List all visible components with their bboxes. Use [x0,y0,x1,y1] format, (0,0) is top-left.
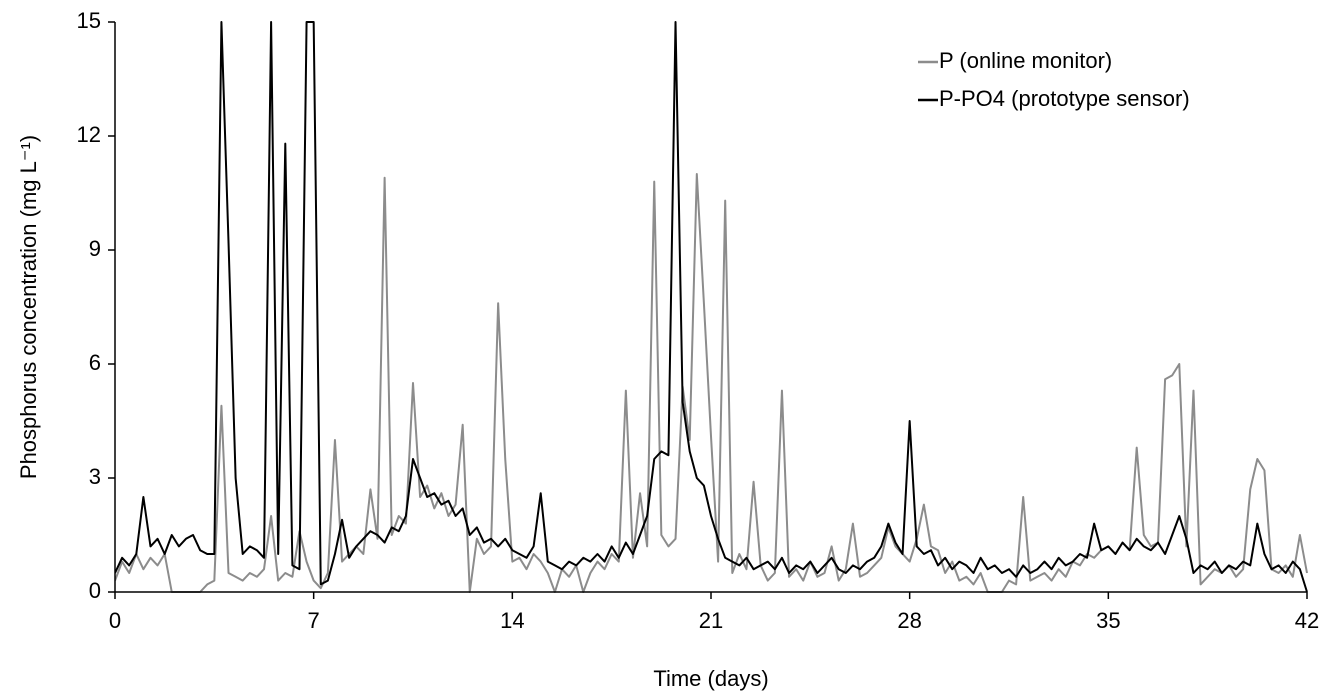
x-tick-label: 14 [500,608,524,633]
x-tick-label: 42 [1295,608,1319,633]
legend-label: P (online monitor) [939,48,1112,73]
x-tick-label: 28 [897,608,921,633]
y-tick-label: 0 [89,578,101,603]
y-tick-label: 3 [89,464,101,489]
y-axis-label: Phosphorus concentration (mg L⁻¹) [16,135,41,479]
plot-area [115,21,1308,593]
x-tick-label: 21 [699,608,723,633]
x-axis-label: Time (days) [653,666,768,691]
x-tick-label: 35 [1096,608,1120,633]
legend-label: P-PO4 (prototype sensor) [939,86,1190,111]
series-line [115,173,1308,593]
y-tick-label: 9 [89,236,101,261]
y-tick-label: 6 [89,350,101,375]
x-tick-label: 0 [109,608,121,633]
series-line [115,21,1308,593]
y-tick-label: 12 [77,122,101,147]
y-tick-label: 15 [77,8,101,33]
x-tick-label: 7 [308,608,320,633]
